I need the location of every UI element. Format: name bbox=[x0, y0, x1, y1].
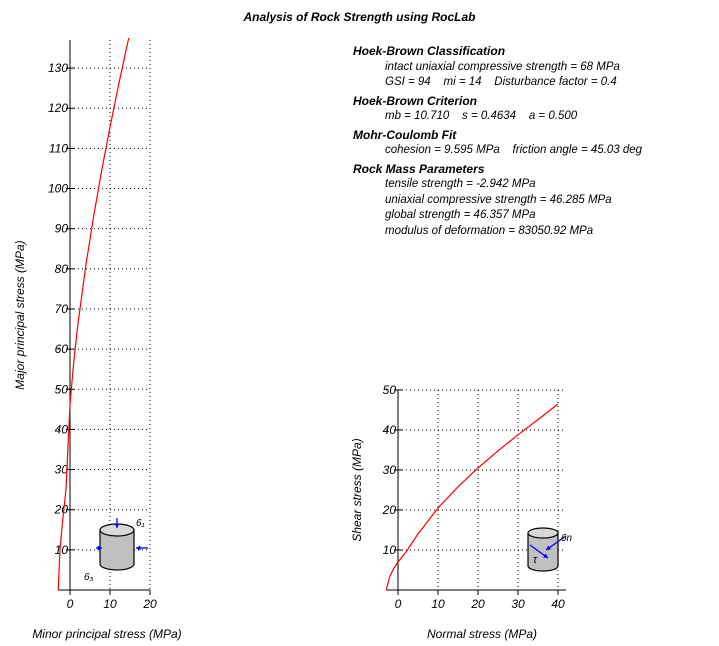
page-title: Analysis of Rock Strength using RocLab bbox=[243, 10, 476, 24]
y-tick-label: 50 bbox=[383, 383, 397, 397]
y-axis-label: Shear stress (MPa) bbox=[350, 438, 364, 541]
section-line: intact uniaxial compressive strength = 6… bbox=[385, 60, 620, 73]
mohr-icon-cylinder bbox=[527, 527, 559, 572]
x-axis-label: Normal stress (MPa) bbox=[427, 627, 537, 641]
section-heading: Rock Mass Parameters bbox=[353, 161, 485, 176]
cylinder-body bbox=[99, 529, 135, 571]
sigma3-arrow-right-head bbox=[136, 545, 141, 551]
x-tick-label: 0 bbox=[395, 597, 402, 611]
tau-label: τ bbox=[533, 554, 538, 566]
failure-envelope-curve bbox=[57, 38, 130, 590]
sigma3-label: 6₃ bbox=[84, 572, 94, 583]
section-line: global strength = 46.357 MPa bbox=[385, 209, 536, 221]
y-tick-label: 50 bbox=[55, 382, 69, 396]
y-axis-label: Major principal stress (MPa) bbox=[13, 240, 27, 389]
stress-icon-cylinder bbox=[99, 523, 135, 571]
x-tick-label: 20 bbox=[470, 597, 485, 611]
sigma-n-arrow-head bbox=[546, 545, 551, 550]
sigma1-label: 6₁ bbox=[136, 518, 145, 529]
y-tick-label: 60 bbox=[55, 342, 69, 356]
y-tick-label: 80 bbox=[55, 262, 69, 276]
tau-arrow-head bbox=[543, 553, 548, 558]
y-tick-label: 100 bbox=[48, 182, 68, 196]
y-tick-label: 10 bbox=[383, 543, 397, 557]
x-tick-label: 30 bbox=[511, 597, 525, 611]
y-tick-label: 120 bbox=[48, 101, 68, 115]
sigma-n-label: 6n bbox=[561, 533, 573, 544]
y-tick-label: 70 bbox=[55, 302, 69, 316]
section-heading: Mohr-Coulomb Fit bbox=[353, 127, 457, 142]
section-line: cohesion = 9.595 MPa friction angle = 45… bbox=[385, 144, 643, 156]
y-tick-label: 90 bbox=[55, 222, 69, 236]
x-tick-label: 10 bbox=[431, 597, 445, 611]
y-tick-label: 110 bbox=[49, 141, 68, 155]
x-tick-label: 20 bbox=[142, 597, 157, 611]
y-tick-label: 30 bbox=[55, 463, 69, 477]
y-tick-label: 130 bbox=[48, 61, 68, 75]
x-axis-label: Minor principal stress (MPa) bbox=[32, 627, 181, 641]
section-heading: Hoek-Brown Classification bbox=[353, 44, 506, 58]
sigma1-arrow-head bbox=[114, 523, 120, 528]
y-tick-label: 40 bbox=[55, 422, 69, 436]
section-line: modulus of deformation = 83050.92 MPa bbox=[385, 224, 594, 237]
cylinder-top bbox=[527, 527, 559, 539]
cylinder-body bbox=[527, 532, 559, 572]
y-tick-label: 40 bbox=[383, 423, 397, 437]
y-tick-label: 30 bbox=[383, 463, 397, 477]
failure-envelope-curve bbox=[385, 403, 559, 590]
section-line: mb = 10.710 s = 0.4634 a = 0.500 bbox=[385, 110, 578, 122]
sigma3-arrow-left-head bbox=[97, 545, 102, 551]
y-tick-label: 20 bbox=[382, 503, 397, 517]
section-heading: Hoek-Brown Criterion bbox=[353, 93, 478, 108]
x-tick-label: 40 bbox=[551, 597, 565, 611]
parameters-panel: Hoek-Brown Classification intact uniaxial… bbox=[353, 44, 642, 239]
x-tick-label: 10 bbox=[103, 597, 117, 611]
y-tick-label: 10 bbox=[55, 543, 69, 557]
section-line: GSI = 94 mi = 14 Disturbance factor = 0.… bbox=[385, 76, 617, 88]
section-line: uniaxial compressive strength = 46.285 M… bbox=[385, 193, 612, 206]
section-line: tensile strength = -2.942 MPa bbox=[385, 178, 536, 190]
x-tick-label: 0 bbox=[67, 597, 74, 611]
